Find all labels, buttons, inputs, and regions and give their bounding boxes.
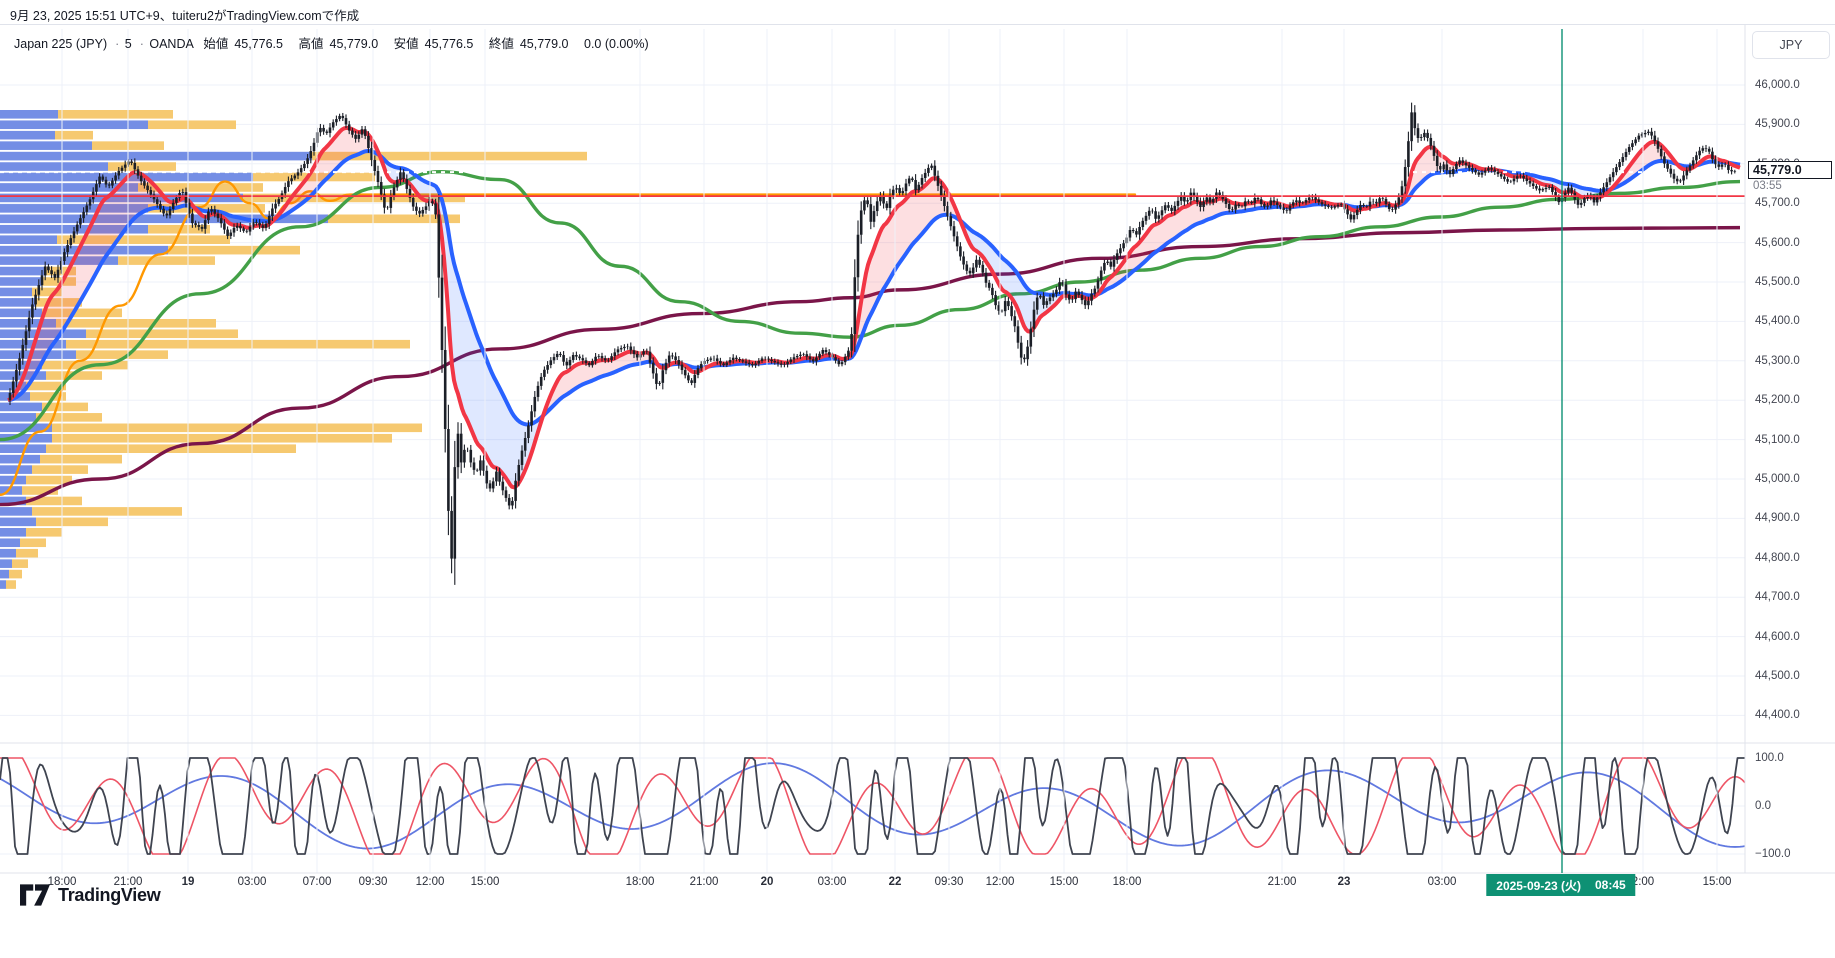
price-axis-label: 45,500.0 <box>1755 276 1800 288</box>
price-axis-label: 45,300.0 <box>1755 354 1800 367</box>
price-axis-label: 45,200.0 <box>1755 394 1800 407</box>
time-axis-label: 15:00 <box>1049 876 1079 888</box>
price-axis-label: 45,900.0 <box>1755 118 1800 131</box>
chart-plot[interactable] <box>0 25 1835 896</box>
time-axis-label: 03:00 <box>237 876 267 888</box>
time-axis-label: 19 <box>181 876 195 888</box>
symbol-legend[interactable]: Japan 225 (JPY) · 5 · OANDA 始値 45,776.5 高値 4… <box>14 37 649 51</box>
price-axis-label: 45,600.0 <box>1755 236 1800 249</box>
time-axis-label: 20 <box>760 876 774 888</box>
time-axis-label: 03:00 <box>817 876 847 888</box>
bar-countdown: 03:55 <box>1748 179 1832 193</box>
price-axis-label: 45,400.0 <box>1755 315 1800 328</box>
close-label: 終値 45,779.0 <box>488 37 569 51</box>
exchange: OANDA <box>149 37 194 51</box>
last-price-value: 45,779.0 <box>1748 161 1832 179</box>
interval[interactable]: 5 <box>124 37 132 51</box>
change-value: 0.0 (0.00%) <box>584 37 649 51</box>
price-axis-label: 46,000.0 <box>1755 79 1800 91</box>
time-axis-label: 18:00 <box>1112 876 1142 888</box>
time-axis-label: 03:00 <box>1427 876 1457 888</box>
oscillator-axis-label: 0.0 <box>1755 800 1771 812</box>
price-axis-label: 44,900.0 <box>1755 512 1800 525</box>
time-axis-label: 09:30 <box>934 876 964 888</box>
time-axis-label: 07:00 <box>302 876 332 888</box>
chart-area[interactable]: Japan 225 (JPY) · 5 · OANDA 始値 45,776.5 高値 4… <box>0 24 1835 896</box>
time-axis-label: 09:30 <box>358 876 388 888</box>
price-axis-label: 44,400.0 <box>1755 709 1800 722</box>
price-axis-label: 45,000.0 <box>1755 473 1800 485</box>
time-axis-label: 22 <box>888 876 902 888</box>
price-axis-label: 44,500.0 <box>1755 670 1800 682</box>
high-label: 高値 45,779.0 <box>298 37 379 51</box>
time-axis-label: 12:00 <box>415 876 445 888</box>
symbol-title[interactable]: Japan 225 (JPY) <box>14 37 108 51</box>
time-axis-label: 18:00 <box>47 876 77 888</box>
time-axis-label: 12:00 <box>985 876 1015 888</box>
time-axis-label: 15:00 <box>470 876 500 888</box>
open-label: 始値 45,776.5 <box>203 37 283 51</box>
price-axis-label: 44,800.0 <box>1755 551 1800 564</box>
time-axis-label: 21:00 <box>1267 876 1297 888</box>
time-axis-label: 18:00 <box>625 876 655 888</box>
tradingview-wordmark: TradingView <box>58 884 161 905</box>
oscillator-axis-label: 100.0 <box>1755 752 1784 764</box>
low-value: 45,776.5 <box>424 37 474 51</box>
crosshair-date-badge: 2025-09-23 (火) 08:45 <box>1486 874 1636 896</box>
time-axis-label: 21:00 <box>113 876 143 888</box>
price-axis-label: 44,600.0 <box>1755 630 1800 643</box>
creation-caption: 9月 23, 2025 15:51 UTC+9、tuiteru2がTrading… <box>10 9 360 23</box>
time-axis-label: 23 <box>1337 876 1351 888</box>
price-axis-label: 45,700.0 <box>1755 197 1800 210</box>
time-axis-label: 21:00 <box>689 876 719 888</box>
last-price-label: 45,779.0 03:55 <box>1748 161 1832 193</box>
oscillator-axis-label: −100.0 <box>1755 848 1791 860</box>
price-axis-label: 45,100.0 <box>1755 433 1800 446</box>
tradingview-logo[interactable]: TradingView <box>20 884 161 906</box>
time-axis-label: 2:00 <box>1631 876 1655 888</box>
currency-button[interactable]: JPY <box>1752 31 1830 59</box>
low-label: 安値 45,776.5 <box>393 37 474 51</box>
tradingview-mark-icon <box>20 884 50 906</box>
close-value: 45,779.0 <box>519 37 569 51</box>
open-value: 45,776.5 <box>234 37 283 51</box>
time-axis-label: 15:00 <box>1702 876 1732 888</box>
price-axis-label: 44,700.0 <box>1755 591 1800 604</box>
high-value: 45,779.0 <box>329 37 379 51</box>
